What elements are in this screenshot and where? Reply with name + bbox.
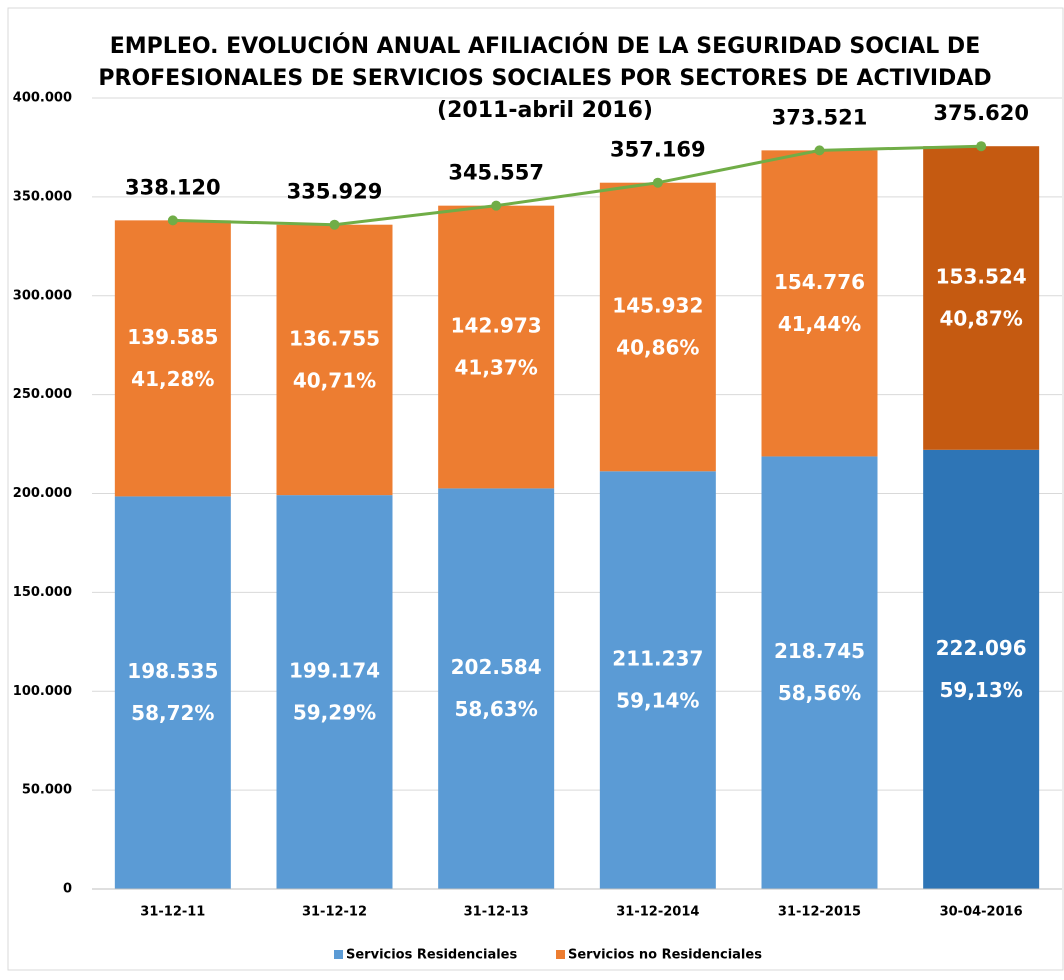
legend-label: Servicios Residenciales [346, 948, 517, 963]
y-tick-label: 400.000 [13, 91, 72, 106]
bar-segment [276, 495, 393, 889]
total-marker [652, 177, 663, 188]
data-label: 139.585 [127, 325, 218, 349]
data-label: 153.524 [936, 265, 1027, 289]
chart-title: PROFESIONALES DE SERVICIOS SOCIALES POR … [98, 66, 991, 91]
total-label: 345.557 [448, 161, 544, 185]
total-label: 357.169 [610, 138, 706, 162]
data-label: 199.174 [289, 659, 380, 683]
total-label: 338.120 [125, 175, 221, 199]
x-tick-label: 30-04-2016 [940, 905, 1023, 920]
x-tick-label: 31-12-2015 [778, 905, 861, 920]
y-tick-label: 300.000 [13, 288, 72, 303]
bar-segment [114, 496, 231, 889]
bar-segment [438, 205, 555, 489]
data-label: 142.973 [451, 314, 542, 338]
y-tick-label: 0 [63, 882, 72, 897]
data-label: 218.745 [774, 639, 865, 663]
y-tick-label: 150.000 [13, 585, 72, 600]
share-label: 58,72% [131, 701, 214, 725]
data-label: 198.535 [127, 659, 218, 683]
share-label: 41,44% [778, 312, 861, 336]
total-line [172, 144, 982, 227]
total-marker [814, 145, 825, 156]
legend-label: Servicios no Residenciales [568, 948, 762, 963]
x-tick-label: 31-12-13 [464, 905, 529, 920]
share-label: 40,86% [616, 335, 699, 359]
bar-segment [114, 220, 231, 497]
chart-title: EMPLEO. EVOLUCIÓN ANUAL AFILIACIÓN DE LA… [110, 33, 980, 59]
legend-swatch [556, 950, 565, 959]
y-tick-label: 50.000 [22, 783, 72, 798]
x-tick-label: 31-12-11 [140, 905, 205, 920]
total-marker [491, 200, 502, 211]
share-label: 59,14% [616, 689, 699, 713]
share-label: 58,56% [778, 681, 861, 705]
y-tick-label: 350.000 [13, 189, 72, 204]
data-label: 222.096 [936, 636, 1027, 660]
data-label: 145.932 [612, 293, 703, 317]
data-label: 136.755 [289, 326, 380, 350]
total-marker [976, 141, 987, 152]
x-tick-label: 31-12-12 [302, 905, 367, 920]
bar-segment [438, 488, 555, 889]
chart-title: (2011-abril 2016) [437, 98, 653, 123]
data-label: 154.776 [774, 270, 865, 294]
bar-segment [599, 182, 716, 472]
total-label: 375.620 [933, 101, 1029, 125]
bar-segment [761, 150, 878, 457]
y-tick-label: 100.000 [13, 684, 72, 699]
bar-segment [276, 224, 393, 496]
share-label: 41,28% [131, 367, 214, 391]
bar-segment [761, 456, 878, 889]
share-label: 59,29% [293, 701, 376, 725]
x-tick-label: 31-12-2014 [616, 905, 699, 920]
total-label: 373.521 [772, 105, 868, 129]
y-tick-label: 200.000 [13, 486, 72, 501]
total-marker [167, 215, 178, 226]
share-label: 58,63% [455, 697, 538, 721]
legend-swatch [334, 950, 343, 959]
data-label: 211.237 [612, 647, 703, 671]
share-label: 59,13% [940, 678, 1023, 702]
bar-segment [923, 449, 1040, 889]
share-label: 40,71% [293, 368, 376, 392]
total-label: 335.929 [287, 180, 383, 204]
share-label: 40,87% [940, 307, 1023, 331]
data-label: 202.584 [451, 655, 542, 679]
y-tick-label: 250.000 [13, 387, 72, 402]
share-label: 41,37% [455, 356, 538, 380]
bar-segment [599, 471, 716, 889]
total-marker [329, 219, 340, 230]
bar-segment [923, 146, 1040, 450]
